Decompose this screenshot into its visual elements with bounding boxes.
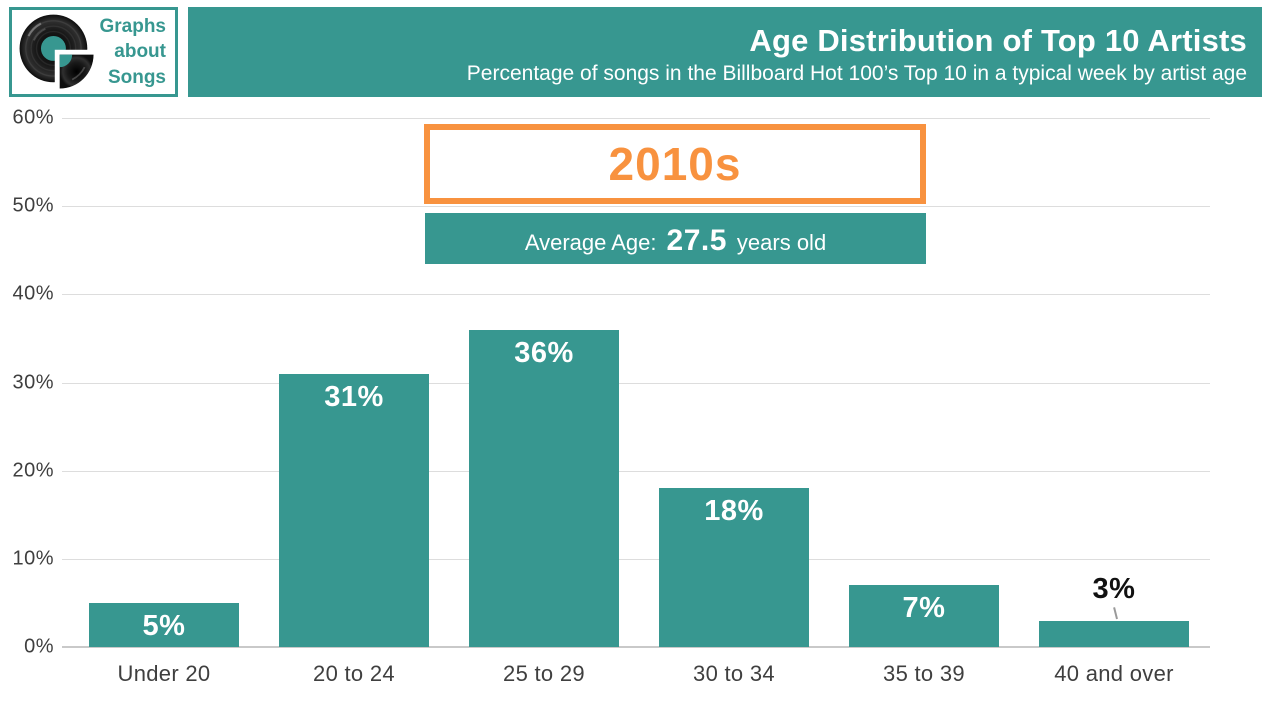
bar: 3% bbox=[1039, 573, 1189, 647]
category-label: 25 to 29 bbox=[503, 661, 585, 686]
decade-label: 2010s bbox=[608, 138, 742, 190]
brand-line: about bbox=[114, 41, 166, 63]
bar-column: 3% 40 and over bbox=[1039, 118, 1189, 686]
bar-column: 7% 35 to 39 bbox=[849, 118, 999, 686]
bar: 7% bbox=[849, 585, 999, 647]
bar-chart-plot: 5% Under 20 31% 20 to 24 36% 25 to 29 18% 30 to… bbox=[62, 118, 1210, 686]
category-label: 35 to 39 bbox=[883, 661, 965, 686]
bar-value-label: 7% bbox=[902, 592, 946, 625]
bar-value-label: 36% bbox=[514, 336, 574, 369]
page-subtitle: Percentage of songs in the Billboard Hot… bbox=[466, 61, 1247, 85]
gridline bbox=[62, 206, 1210, 208]
brand-logo: Graphs about Songs bbox=[9, 7, 178, 97]
bar: 36% bbox=[469, 329, 619, 647]
y-tick-label: 40% bbox=[12, 282, 54, 305]
category-label: 30 to 34 bbox=[693, 661, 775, 686]
y-tick-label: 0% bbox=[24, 635, 54, 658]
decade-callout-box: 2010s bbox=[424, 124, 926, 204]
bar-value-label: 3% bbox=[1092, 572, 1136, 605]
category-label: 40 and over bbox=[1054, 661, 1174, 686]
y-tick-label: 10% bbox=[12, 547, 54, 570]
category-label: 20 to 24 bbox=[313, 661, 395, 686]
bar: 5% bbox=[89, 602, 239, 647]
bar-column: 31% 20 to 24 bbox=[279, 118, 429, 686]
gridline bbox=[62, 118, 1210, 119]
gridline bbox=[62, 294, 1210, 296]
header-band: Age Distribution of Top 10 Artists Perce… bbox=[188, 7, 1262, 97]
leader-line bbox=[1113, 606, 1118, 619]
bars-layer: 5% Under 20 31% 20 to 24 36% 25 to 29 18% 30 to… bbox=[62, 118, 1210, 686]
y-tick-label: 50% bbox=[12, 194, 54, 217]
brand-line: Songs bbox=[107, 66, 166, 88]
brand-line: Graphs bbox=[99, 16, 166, 38]
bar-value-label: 18% bbox=[704, 495, 764, 528]
average-age-suffix: years old bbox=[736, 230, 827, 255]
y-tick-label: 60% bbox=[12, 106, 54, 129]
average-age-box: Average Age: 27.5 years old bbox=[425, 213, 926, 264]
bar: 18% bbox=[659, 488, 809, 647]
bar-column: 5% Under 20 bbox=[89, 118, 239, 686]
brand-name: Graphs about Songs bbox=[98, 14, 175, 89]
gridline bbox=[62, 558, 1210, 560]
gridline bbox=[62, 382, 1210, 384]
page-title: Age Distribution of Top 10 Artists bbox=[749, 22, 1247, 58]
vinyl-record-icon bbox=[19, 14, 98, 93]
x-axis-line bbox=[62, 646, 1210, 648]
bar-value-label: 5% bbox=[142, 609, 186, 642]
average-age-prefix: Average Age: bbox=[524, 230, 657, 255]
y-tick-label: 20% bbox=[12, 459, 54, 482]
category-label: Under 20 bbox=[117, 661, 211, 686]
bar-value-label: 31% bbox=[324, 380, 384, 413]
y-tick-label: 30% bbox=[12, 371, 54, 393]
bar-column: 18% 30 to 34 bbox=[659, 118, 809, 686]
average-age-value: 27.5 bbox=[666, 224, 727, 257]
bar-column: 36% 25 to 29 bbox=[469, 118, 619, 686]
gridline bbox=[62, 470, 1210, 472]
bar: 31% bbox=[279, 373, 429, 647]
